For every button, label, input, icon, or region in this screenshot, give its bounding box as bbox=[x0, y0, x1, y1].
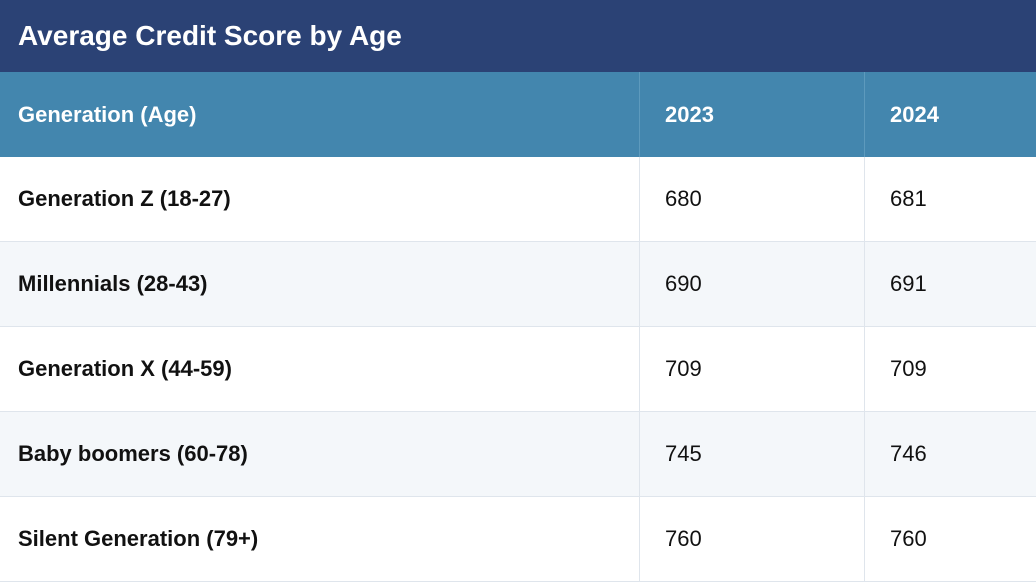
table-row: Millennials (28-43) 690 691 bbox=[0, 242, 1036, 327]
column-header: 2023 bbox=[639, 72, 864, 157]
row-label: Generation Z (18-27) bbox=[18, 186, 231, 211]
table-row: Baby boomers (60-78) 745 746 bbox=[0, 412, 1036, 497]
table-row: Generation X (44-59) 709 709 bbox=[0, 327, 1036, 412]
table-row: Generation Z (18-27) 680 681 bbox=[0, 157, 1036, 242]
column-header: Generation (Age) bbox=[18, 101, 197, 127]
table: Generation (Age) 2023 2024 Generation Z (18… bbox=[0, 72, 1036, 582]
row-label: Generation X (44-59) bbox=[18, 356, 232, 381]
column-header: 2024 bbox=[864, 72, 1036, 157]
row-label: Baby boomers (60-78) bbox=[18, 441, 248, 466]
row-label: Silent Generation (79+) bbox=[18, 526, 259, 551]
score-cell: 690 bbox=[639, 242, 864, 326]
score-cell: 681 bbox=[864, 157, 1036, 241]
row-label: Millennials (28-43) bbox=[18, 271, 208, 296]
score-cell: 760 bbox=[864, 497, 1036, 581]
score-cell: 691 bbox=[864, 242, 1036, 326]
score-cell: 680 bbox=[639, 157, 864, 241]
table-row: Silent Generation (79+) 760 760 bbox=[0, 497, 1036, 582]
header-row: Generation (Age) 2023 2024 bbox=[0, 72, 1036, 157]
score-cell: 709 bbox=[864, 327, 1036, 411]
score-cell: 745 bbox=[639, 412, 864, 496]
score-cell: 746 bbox=[864, 412, 1036, 496]
score-cell: 709 bbox=[639, 327, 864, 411]
table-title: Average Credit Score by Age bbox=[0, 0, 1036, 72]
score-cell: 760 bbox=[639, 497, 864, 581]
